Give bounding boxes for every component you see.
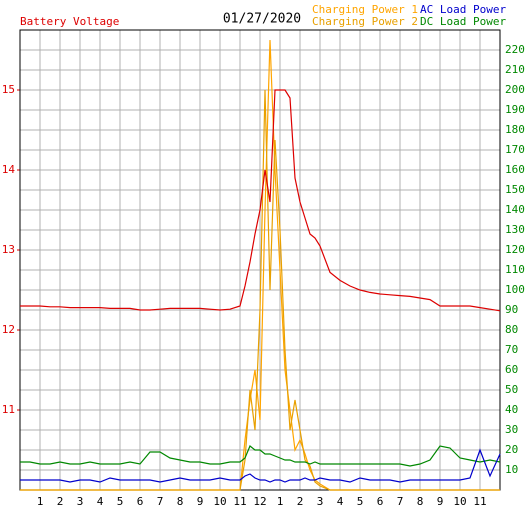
x-tick-label: 12: [253, 495, 266, 508]
x-tick-label: 5: [117, 495, 124, 508]
legend-entry: AC Load Power: [420, 3, 506, 16]
series-line: [20, 448, 501, 483]
x-tick-label: 1: [277, 495, 284, 508]
legend-entry: Charging Power 2: [312, 15, 418, 28]
x-tick-label: 2: [57, 495, 64, 508]
x-tick-label: 9: [197, 495, 204, 508]
x-tick-label: 10: [453, 495, 466, 508]
y2-tick-label: 80: [505, 323, 518, 336]
x-tick-label: 7: [157, 495, 164, 508]
x-tick-label: 6: [137, 495, 144, 508]
y2-tick-label: 30: [505, 423, 518, 436]
x-tick-label: 11: [473, 495, 486, 508]
y2-tick-label: 120: [505, 243, 525, 256]
y-tick-label: 14: [2, 163, 16, 176]
y-tick-label: 11: [2, 403, 15, 416]
y2-tick-label: 10: [505, 463, 518, 476]
legend-entry: Charging Power 1: [312, 3, 418, 16]
y2-tick-label: 200: [505, 83, 525, 96]
y2-tick-label: 50: [505, 383, 518, 396]
series-line: [20, 445, 501, 467]
y-tick-label: 13: [2, 243, 15, 256]
y2-tick-label: 110: [505, 263, 525, 276]
x-tick-label: 11: [233, 495, 246, 508]
y2-tick-label: 170: [505, 143, 525, 156]
plot-frame: [19, 29, 501, 491]
y-tick-label: 12: [2, 323, 15, 336]
x-tick-label: 4: [97, 495, 104, 508]
y2-tick-label: 210: [505, 63, 525, 76]
y2-tick-label: 180: [505, 123, 525, 136]
x-tick-label: 2: [297, 495, 304, 508]
x-tick-label: 3: [77, 495, 84, 508]
x-tick-label: 1: [37, 495, 44, 508]
x-tick-label: 10: [213, 495, 226, 508]
y2-tick-label: 90: [505, 303, 518, 316]
y2-tick-label: 190: [505, 103, 525, 116]
y2-tick-label: 130: [505, 223, 525, 236]
y2-tick-label: 220: [505, 43, 525, 56]
y2-tick-label: 150: [505, 183, 525, 196]
y2-tick-label: 20: [505, 443, 518, 456]
date: 01/27/2020: [223, 12, 301, 27]
y2-tick-label: 140: [505, 203, 525, 216]
x-tick-label: 9: [437, 495, 444, 508]
y-tick-label: 15: [2, 83, 15, 96]
x-tick-label: 3: [317, 495, 324, 508]
chart-title: Battery Voltage: [20, 15, 119, 28]
legend-entry: DC Load Power: [420, 15, 506, 28]
y2-tick-label: 40: [505, 403, 518, 416]
y2-tick-label: 100: [505, 283, 525, 296]
x-tick-label: 8: [417, 495, 424, 508]
y2-tick-label: 60: [505, 363, 518, 376]
x-tick-label: 5: [357, 495, 364, 508]
x-tick-label: 8: [177, 495, 184, 508]
x-tick-label: 7: [397, 495, 404, 508]
x-tick-label: 6: [377, 495, 384, 508]
series-line: [20, 89, 501, 312]
series-line: [20, 89, 500, 491]
y2-tick-label: 160: [505, 163, 525, 176]
y2-tick-label: 70: [505, 343, 518, 356]
x-tick-label: 4: [337, 495, 344, 508]
